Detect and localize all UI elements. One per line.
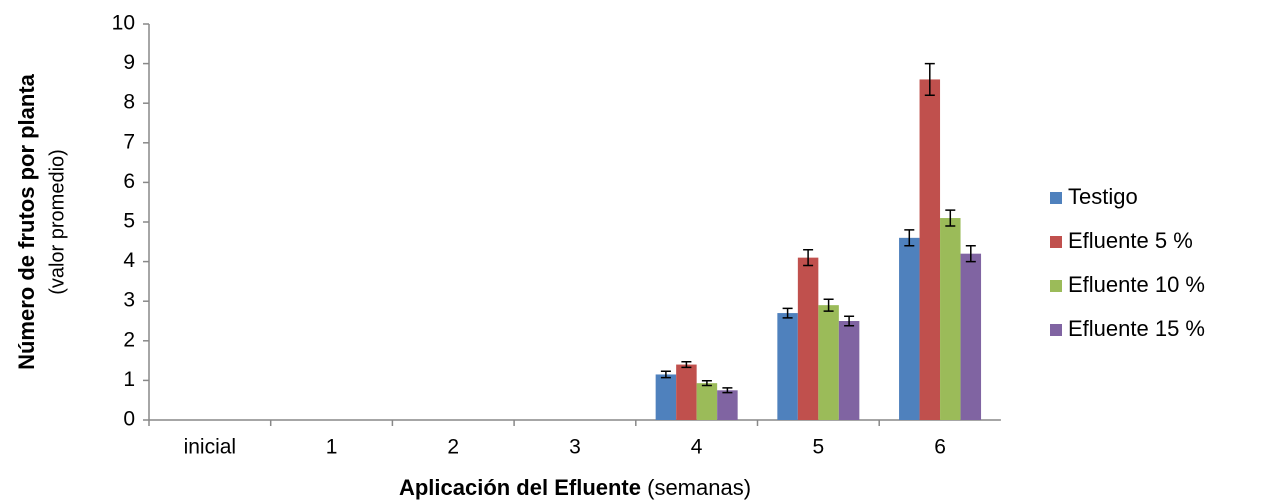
y-tick-label: 3 <box>123 289 135 312</box>
error-bar <box>782 307 793 319</box>
y-tick-label: 9 <box>123 51 135 74</box>
x-axis-label: Aplicación del Efluente (semanas) <box>399 475 751 500</box>
y-tick-label: 5 <box>123 210 135 233</box>
error-bar <box>904 229 915 247</box>
bar <box>696 383 718 420</box>
x-tick-label: 4 <box>691 436 703 459</box>
y-tick-label: 6 <box>123 170 135 193</box>
legend-label: Efluente 15 % <box>1068 316 1205 341</box>
legend-swatch <box>1050 280 1062 292</box>
legend-label: Testigo <box>1068 184 1138 209</box>
bar <box>960 253 982 420</box>
x-tick-label: 5 <box>813 436 825 459</box>
x-axis-title: Aplicación del Efluente <box>399 475 641 500</box>
bar <box>899 237 920 420</box>
y-tick-label: 1 <box>123 368 135 391</box>
x-tick-label: 3 <box>569 436 581 459</box>
y-tick-label: 8 <box>123 91 135 114</box>
error-bar <box>924 62 935 97</box>
x-axis-unit: (semanas) <box>647 475 751 500</box>
x-tick-label: 2 <box>447 436 459 459</box>
y-tick-label: 10 <box>112 12 135 35</box>
legend-swatch <box>1050 236 1062 248</box>
x-tick-label: 6 <box>934 436 946 459</box>
bar <box>717 390 738 420</box>
error-bar <box>701 380 712 387</box>
y-tick-label: 4 <box>123 249 135 272</box>
bar <box>655 374 677 420</box>
bar <box>797 257 819 420</box>
error-bar <box>844 315 855 327</box>
y-axis-label: Número de frutos por planta <box>14 73 39 370</box>
bar <box>940 218 961 420</box>
y-tick-label: 2 <box>123 328 135 351</box>
error-bar <box>803 248 814 267</box>
legend-label: Efluente 10 % <box>1068 272 1205 297</box>
legend-swatch <box>1050 324 1062 336</box>
bar <box>777 313 798 420</box>
legend-swatch <box>1050 192 1062 204</box>
y-tick-label: 0 <box>123 408 135 431</box>
bar <box>838 321 860 420</box>
bar <box>676 364 697 420</box>
x-tick-label: 1 <box>326 436 338 459</box>
error-bar <box>681 361 692 369</box>
bar <box>919 79 941 420</box>
y-axis-note: (valor promedio) <box>46 149 68 295</box>
x-tick-label: inicial <box>184 436 237 459</box>
error-bar <box>823 298 834 312</box>
legend-label: Efluente 5 % <box>1068 228 1193 253</box>
error-bar <box>722 387 733 394</box>
error-bar <box>945 209 956 227</box>
bar <box>818 305 839 420</box>
y-tick-label: 7 <box>123 130 135 153</box>
error-bar <box>965 245 976 263</box>
error-bar <box>660 370 671 379</box>
